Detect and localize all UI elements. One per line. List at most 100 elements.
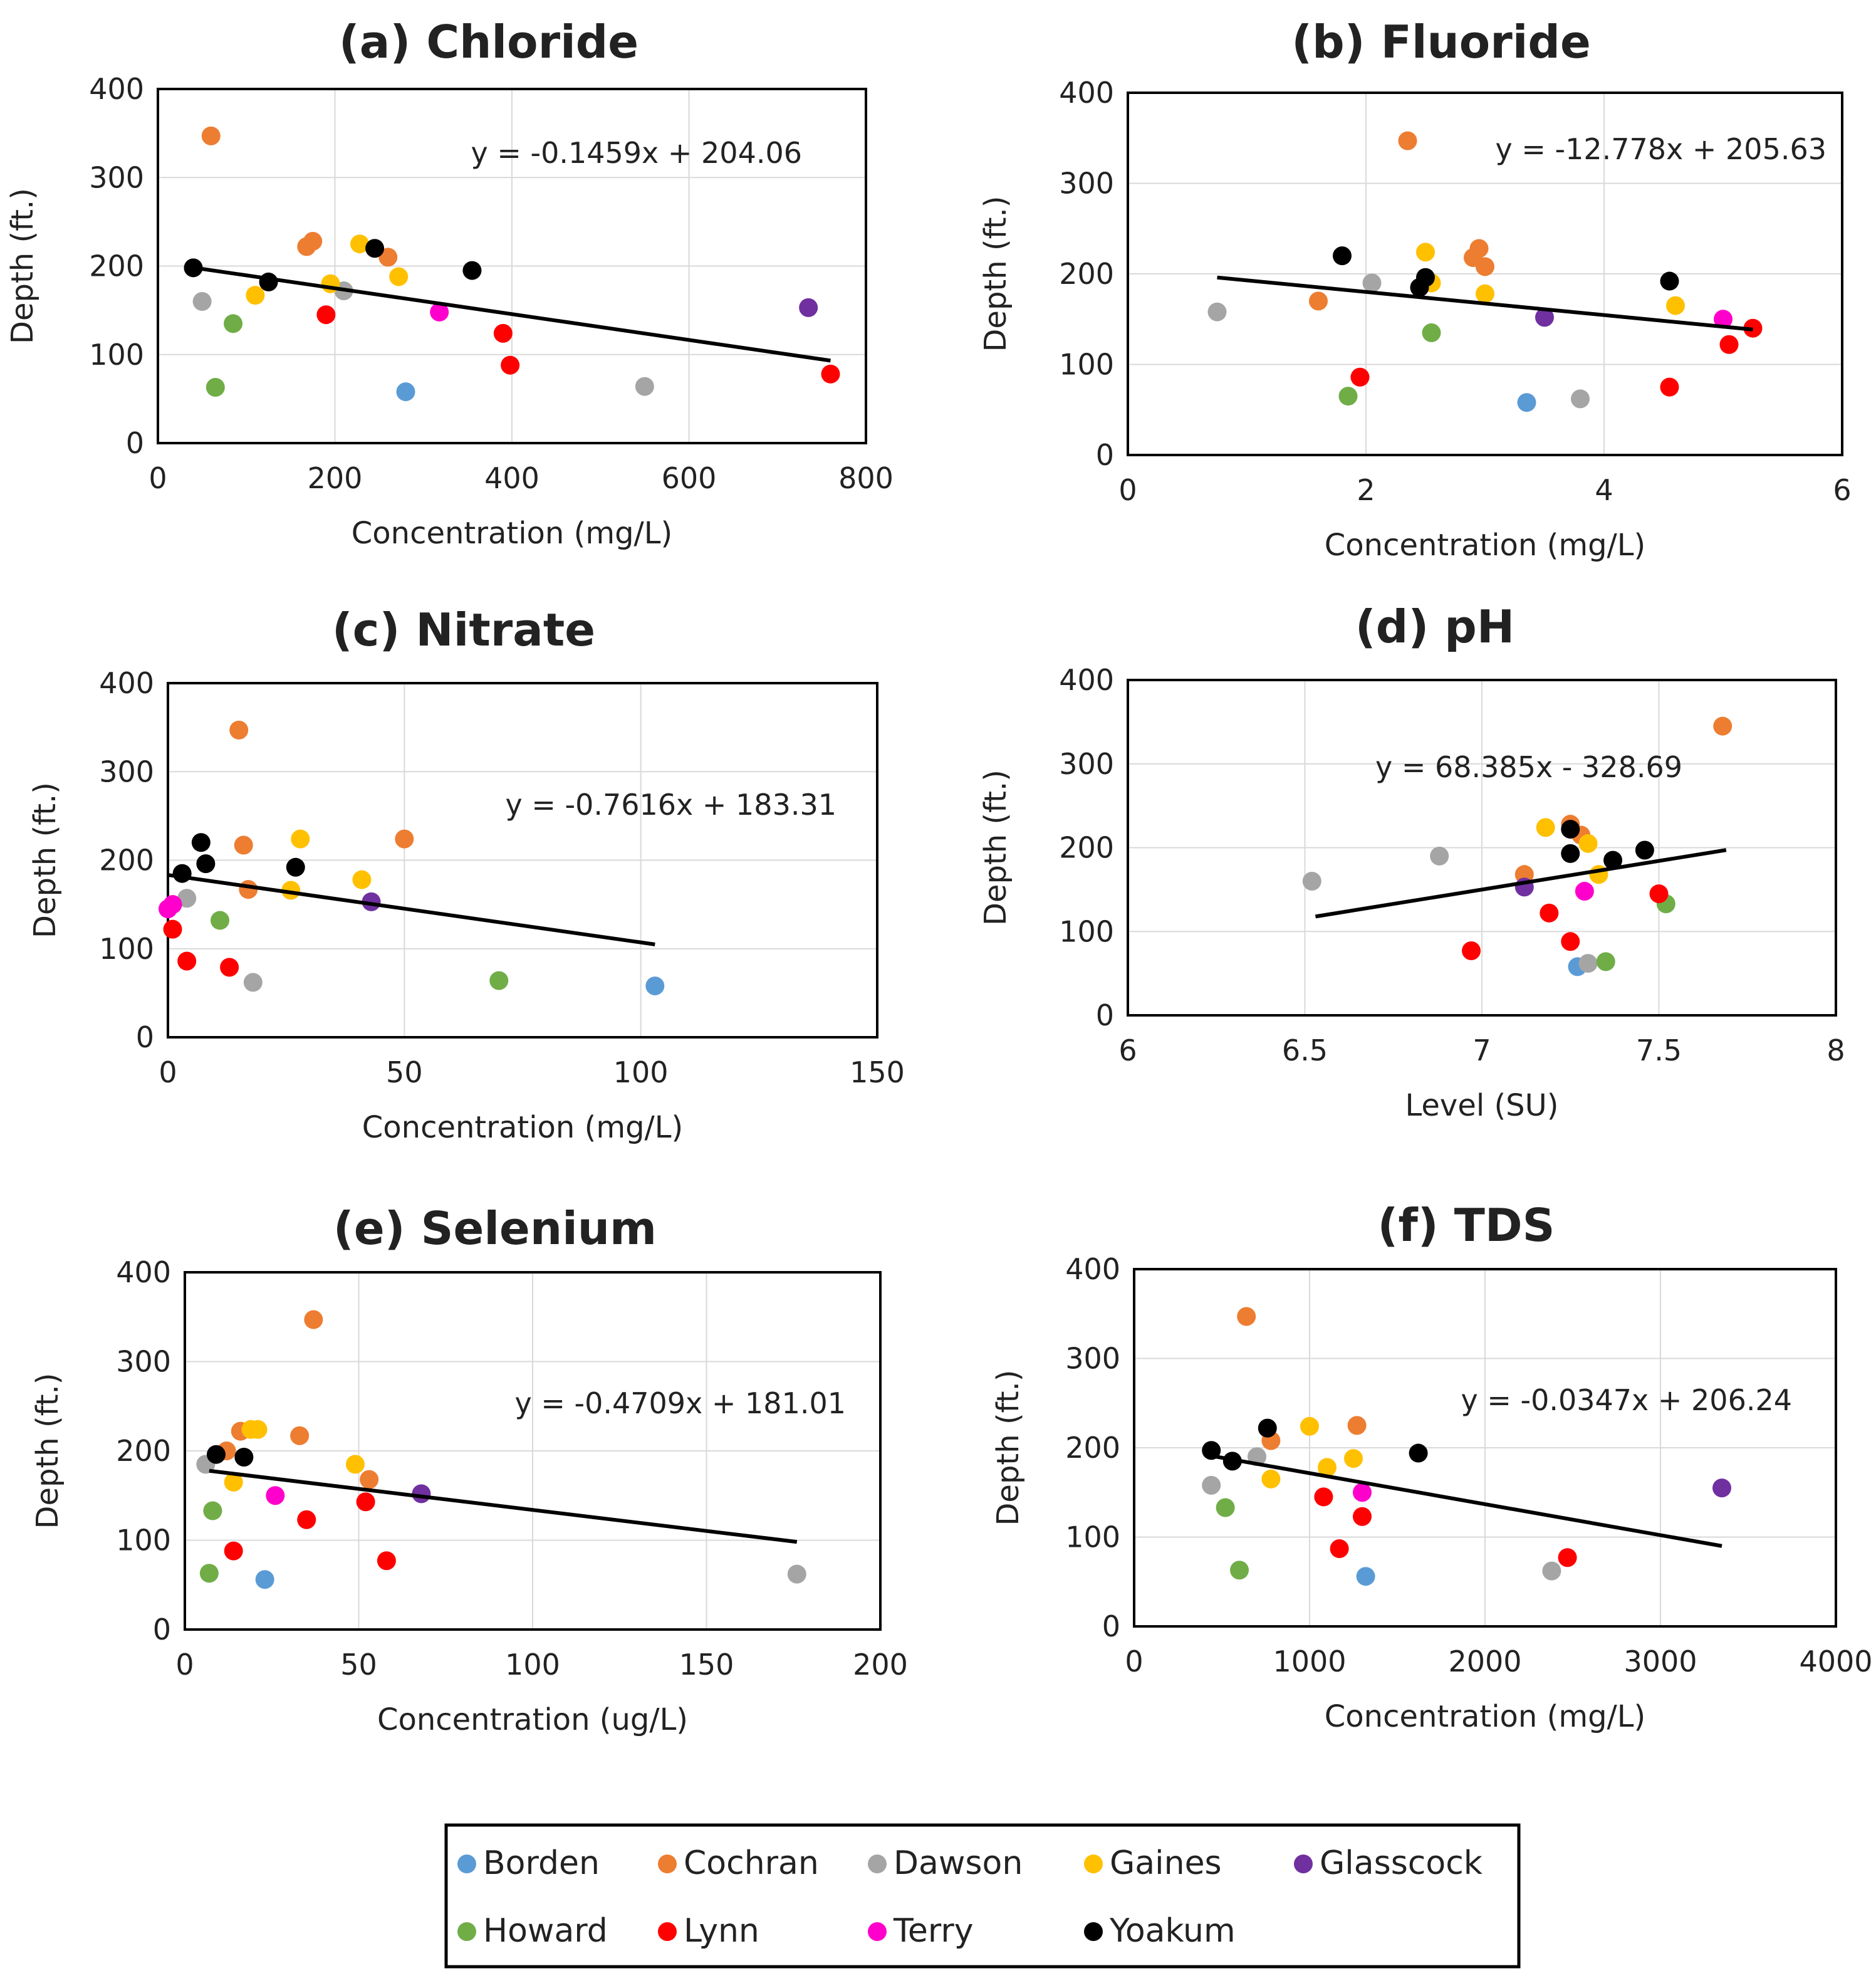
data-point-lynn <box>821 364 840 384</box>
x-tick-label: 3000 <box>1623 1645 1697 1678</box>
data-point-yoakum <box>206 1445 226 1464</box>
data-point-lynn <box>1353 1507 1372 1526</box>
y-axis-label: Depth (ft.) <box>991 1369 1026 1525</box>
x-tick-label: 600 <box>662 461 717 495</box>
data-point-cochran <box>1713 716 1733 736</box>
legend-label: Dawson <box>894 1844 1023 1882</box>
data-point-yoakum <box>1561 844 1580 863</box>
x-tick-label: 6 <box>1833 473 1851 507</box>
legend-frame <box>444 1823 1521 1969</box>
legend-marker <box>457 1855 476 1873</box>
data-point-dawson <box>1302 872 1321 891</box>
data-point-lynn <box>1558 1548 1577 1567</box>
y-tick-label: 200 <box>1065 1431 1120 1465</box>
x-axis-label: Concentration (mg/L) <box>1325 528 1645 563</box>
data-point-howard <box>1230 1561 1249 1580</box>
y-tick-label: 200 <box>99 844 154 877</box>
x-tick-label: 0 <box>149 461 167 495</box>
y-tick-label: 400 <box>1065 1252 1120 1286</box>
data-point-terry <box>266 1486 285 1505</box>
y-tick-label: 100 <box>1059 348 1114 382</box>
data-point-terry <box>430 302 449 322</box>
legend-label: Terry <box>893 1912 974 1950</box>
data-point-cochran <box>234 835 253 855</box>
data-point-dawson <box>243 973 263 992</box>
trendline-equation: y = -0.7616x + 183.31 <box>505 788 836 822</box>
data-point-gaines <box>1318 1458 1337 1477</box>
data-point-dawson <box>1362 273 1382 293</box>
x-tick-label: 50 <box>340 1648 377 1682</box>
data-point-gaines <box>248 1420 268 1439</box>
data-point-lynn <box>1719 335 1739 354</box>
data-point-yoakum <box>1416 268 1435 287</box>
x-tick-label: 150 <box>850 1055 905 1089</box>
legend-marker <box>1084 1922 1103 1941</box>
legend-item-terry: Terry <box>868 1912 974 1950</box>
data-point-dawson <box>192 292 212 311</box>
y-tick-label: 0 <box>126 426 144 460</box>
data-point-cochran <box>1309 291 1328 311</box>
data-point-borden <box>255 1570 274 1589</box>
data-point-terry <box>163 895 182 914</box>
x-tick-label: 7 <box>1472 1033 1491 1067</box>
data-point-terry <box>1353 1483 1372 1502</box>
data-point-dawson <box>1542 1561 1561 1581</box>
y-axis-label: Depth (ft.) <box>978 196 1013 352</box>
legend-marker <box>658 1855 677 1873</box>
y-tick-label: 300 <box>99 755 154 788</box>
data-point-lynn <box>224 1541 243 1561</box>
data-point-terry <box>1575 882 1594 901</box>
y-tick-label: 400 <box>116 1255 171 1289</box>
x-tick-label: 0 <box>175 1648 194 1682</box>
trendline <box>1209 1453 1722 1548</box>
data-point-dawson <box>1430 846 1449 866</box>
data-point-yoakum <box>1333 246 1352 266</box>
y-tick-label: 400 <box>1059 663 1114 697</box>
data-point-gaines <box>350 234 370 254</box>
y-tick-label: 100 <box>1065 1520 1120 1554</box>
data-point-yoakum <box>259 272 278 291</box>
data-point-lynn <box>501 355 520 375</box>
x-axis-label: Concentration (ug/L) <box>377 1702 688 1737</box>
x-tick-label: 100 <box>613 1055 669 1089</box>
data-point-gaines <box>291 829 310 849</box>
legend-label: Borden <box>483 1844 600 1882</box>
data-point-howard <box>206 378 225 397</box>
data-point-lynn <box>1660 377 1679 397</box>
data-point-borden <box>1517 393 1536 412</box>
legend-label: Yoakum <box>1109 1912 1236 1950</box>
data-point-dawson <box>787 1564 806 1584</box>
legend-label: Gaines <box>1110 1844 1222 1882</box>
x-tick-label: 7.5 <box>1636 1033 1682 1067</box>
x-tick-label: 400 <box>484 461 539 495</box>
data-point-dawson <box>1207 302 1227 322</box>
data-point-lynn <box>220 958 239 977</box>
y-tick-label: 200 <box>89 249 144 283</box>
legend: Borden Cochran Dawson Gaines Glasscock Howard… <box>444 1823 1521 1969</box>
data-point-dawson <box>635 377 654 396</box>
chart-title: (c) Nitrate <box>332 604 595 656</box>
data-point-yoakum <box>191 833 211 852</box>
trendline <box>1315 848 1727 919</box>
x-tick-label: 0 <box>159 1055 177 1089</box>
legend-marker <box>457 1922 476 1941</box>
data-point-yoakum <box>1603 850 1623 870</box>
chart-nitrate: 0 50 100 150 0 100 200 300 400 (c) Nitrate Concent… <box>28 604 905 1145</box>
y-tick-label: 100 <box>116 1524 171 1557</box>
trendline-equation: y = -0.4709x + 181.01 <box>514 1386 846 1420</box>
data-point-yoakum <box>286 857 305 877</box>
trendline <box>193 266 831 363</box>
legend-marker <box>1294 1855 1313 1873</box>
chart-title: (d) pH <box>1355 600 1514 653</box>
data-point-cochran <box>239 880 258 899</box>
data-point-lynn <box>1350 367 1370 387</box>
x-tick-label: 0 <box>1125 1645 1143 1678</box>
data-point-cochran <box>201 126 221 145</box>
plot-area-frame <box>1127 92 1843 456</box>
x-tick-label: 0 <box>1118 473 1137 507</box>
chart-chloride: 0 200 400 600 800 0 100 200 300 400 (a) Chloride Co… <box>5 16 894 551</box>
x-tick-label: 150 <box>679 1648 734 1682</box>
data-point-gaines <box>1666 296 1685 315</box>
data-point-lynn <box>493 323 513 343</box>
data-point-borden <box>396 382 415 402</box>
